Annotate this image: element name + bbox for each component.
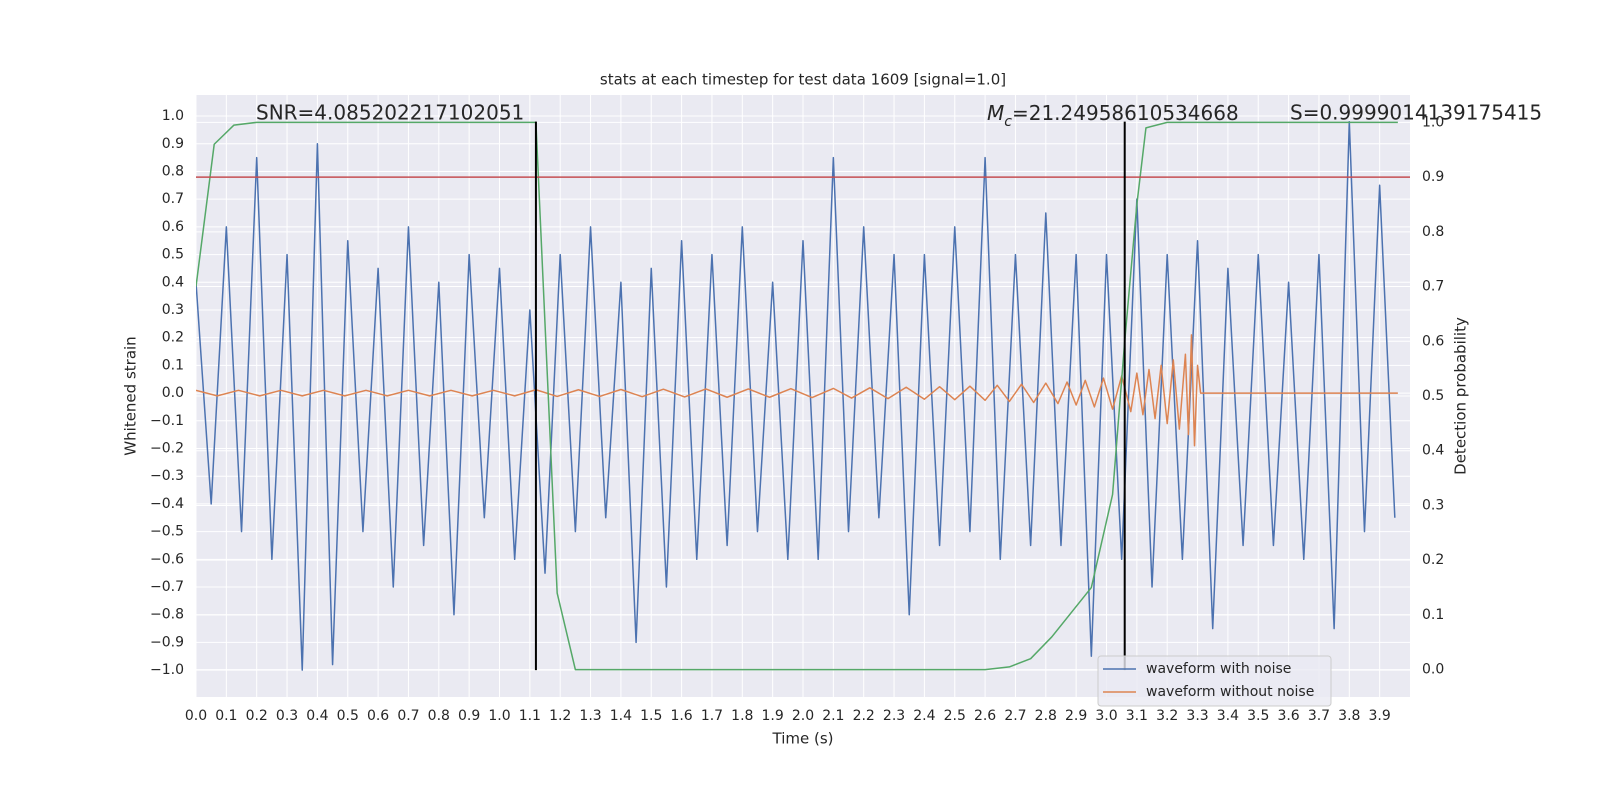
x-tick-label: 0.1 bbox=[215, 708, 237, 724]
mc-value: =21.24958610534668 bbox=[1012, 101, 1239, 125]
y-tick-label: 0.4 bbox=[162, 274, 184, 290]
x-tick-label: 0.2 bbox=[246, 708, 268, 724]
x-tick-label: 1.2 bbox=[549, 708, 571, 724]
y-tick-label: −0.6 bbox=[150, 551, 184, 567]
mc-subscript: c bbox=[1004, 114, 1012, 130]
marks bbox=[196, 120, 1410, 671]
grid bbox=[195, 95, 1410, 697]
snr-annotation: SNR=4.085202217102051 bbox=[256, 101, 524, 125]
x-tick-label: 3.5 bbox=[1247, 708, 1269, 724]
y-tick-label: −0.3 bbox=[150, 468, 184, 484]
y-tick-label: 0.2 bbox=[162, 330, 184, 346]
mc-symbol: M bbox=[987, 101, 1004, 125]
x-tick-label: 3.8 bbox=[1338, 708, 1360, 724]
y-tick-label: −0.2 bbox=[150, 440, 184, 456]
y2-tick-label: 0.4 bbox=[1422, 443, 1444, 459]
s-annotation: S=0.9999014139175415 bbox=[1290, 101, 1542, 125]
y-tick-label: 0.8 bbox=[162, 163, 184, 179]
y-tick-label: 0.3 bbox=[162, 302, 184, 318]
x-tick-label: 2.0 bbox=[792, 708, 814, 724]
y2-tick-label: 0.9 bbox=[1422, 169, 1444, 185]
x-tick-label: 1.3 bbox=[579, 708, 601, 724]
x-tick-label: 2.3 bbox=[883, 708, 905, 724]
x-tick-label: 1.4 bbox=[610, 708, 632, 724]
x-tick-label: 1.8 bbox=[731, 708, 753, 724]
x-tick-label: 2.6 bbox=[974, 708, 996, 724]
legend-box bbox=[1097, 655, 1332, 707]
x-tick-label: 3.9 bbox=[1369, 708, 1391, 724]
y2-tick-label: 1.0 bbox=[1422, 114, 1444, 130]
y-tick-label: 0.9 bbox=[162, 136, 184, 152]
series-line bbox=[196, 334, 1398, 447]
x-tick-label: 0.4 bbox=[306, 708, 328, 724]
y-tick-label: 0.5 bbox=[162, 247, 184, 263]
x-tick-label: 3.3 bbox=[1186, 708, 1208, 724]
y-tick-label: −0.7 bbox=[150, 579, 184, 595]
legend: waveform with noise waveform without nois… bbox=[1097, 655, 1332, 707]
legend-label: waveform without noise bbox=[1146, 684, 1314, 700]
chart-title: stats at each timestep for test data 160… bbox=[600, 71, 1006, 89]
x-tick-label: 1.5 bbox=[640, 708, 662, 724]
y-tick-label: −0.5 bbox=[150, 524, 184, 540]
x-tick-label: 0.5 bbox=[337, 708, 359, 724]
y-tick-label: −0.1 bbox=[150, 413, 184, 429]
y2-axis-title: Detection probability bbox=[1452, 317, 1470, 475]
x-tick-label: 2.4 bbox=[913, 708, 935, 724]
legend-label: waveform with noise bbox=[1146, 661, 1291, 677]
y-tick-label: 1.0 bbox=[162, 108, 184, 124]
y2-tick-label: 0.2 bbox=[1422, 552, 1444, 568]
x-tick-label: 0.9 bbox=[458, 708, 480, 724]
x-tick-label: 0.8 bbox=[428, 708, 450, 724]
x-tick-label: 0.6 bbox=[367, 708, 389, 724]
y-tick-label: 0.1 bbox=[162, 357, 184, 373]
y-tick-label: −0.9 bbox=[150, 634, 184, 650]
x-tick-label: 3.1 bbox=[1126, 708, 1148, 724]
probability-line bbox=[196, 121, 1398, 671]
y-axis-title: Whitened strain bbox=[122, 336, 140, 455]
y-tick-label: 0.6 bbox=[162, 219, 184, 235]
x-tick-label: 3.7 bbox=[1308, 708, 1330, 724]
x-tick-label: 2.2 bbox=[853, 708, 875, 724]
x-tick-label: 1.7 bbox=[701, 708, 723, 724]
x-tick-label: 0.3 bbox=[276, 708, 298, 724]
y-tick-label: 0.7 bbox=[162, 191, 184, 207]
x-tick-label: 0.7 bbox=[397, 708, 419, 724]
y-tick-label: −1.0 bbox=[150, 662, 184, 678]
x-tick-label: 1.9 bbox=[762, 708, 784, 724]
x-axis-title: Time (s) bbox=[772, 730, 834, 748]
y2-tick-label: 0.7 bbox=[1422, 279, 1444, 295]
y-tick-label: −0.4 bbox=[150, 496, 184, 512]
y2-tick-label: 0.5 bbox=[1422, 388, 1444, 404]
x-tick-label: 3.4 bbox=[1217, 708, 1239, 724]
x-tick-label: 1.6 bbox=[670, 708, 692, 724]
x-tick-label: 3.6 bbox=[1277, 708, 1299, 724]
y-tick-label: −0.8 bbox=[150, 607, 184, 623]
labels: 0.0 0.1 0.2 0.3 0.4 0.5 0.6 0.7 0.8 0.9 1.0 1.1 1.2 1… bbox=[150, 108, 1444, 724]
y-tick-label: 0.0 bbox=[162, 385, 184, 401]
x-tick-label: 1.0 bbox=[488, 708, 510, 724]
x-tick-label: 2.7 bbox=[1004, 708, 1026, 724]
y2-tick-label: 0.8 bbox=[1422, 224, 1444, 240]
x-tick-label: 2.1 bbox=[822, 708, 844, 724]
x-tick-label: 3.0 bbox=[1095, 708, 1117, 724]
x-tick-label: 2.8 bbox=[1035, 708, 1057, 724]
x-tick-label: 2.9 bbox=[1065, 708, 1087, 724]
mc-annotation: Mc=21.24958610534668 bbox=[987, 101, 1239, 131]
x-tick-label: 1.1 bbox=[519, 708, 541, 724]
series-line bbox=[196, 120, 1396, 671]
x-tick-label: 2.5 bbox=[944, 708, 966, 724]
y2-tick-label: 0.0 bbox=[1422, 662, 1444, 678]
y2-tick-label: 0.6 bbox=[1422, 333, 1444, 349]
x-tick-label: 3.2 bbox=[1156, 708, 1178, 724]
y2-tick-label: 0.3 bbox=[1422, 497, 1444, 513]
x-tick-label: 0.0 bbox=[185, 708, 207, 724]
y2-tick-label: 0.1 bbox=[1422, 607, 1444, 623]
